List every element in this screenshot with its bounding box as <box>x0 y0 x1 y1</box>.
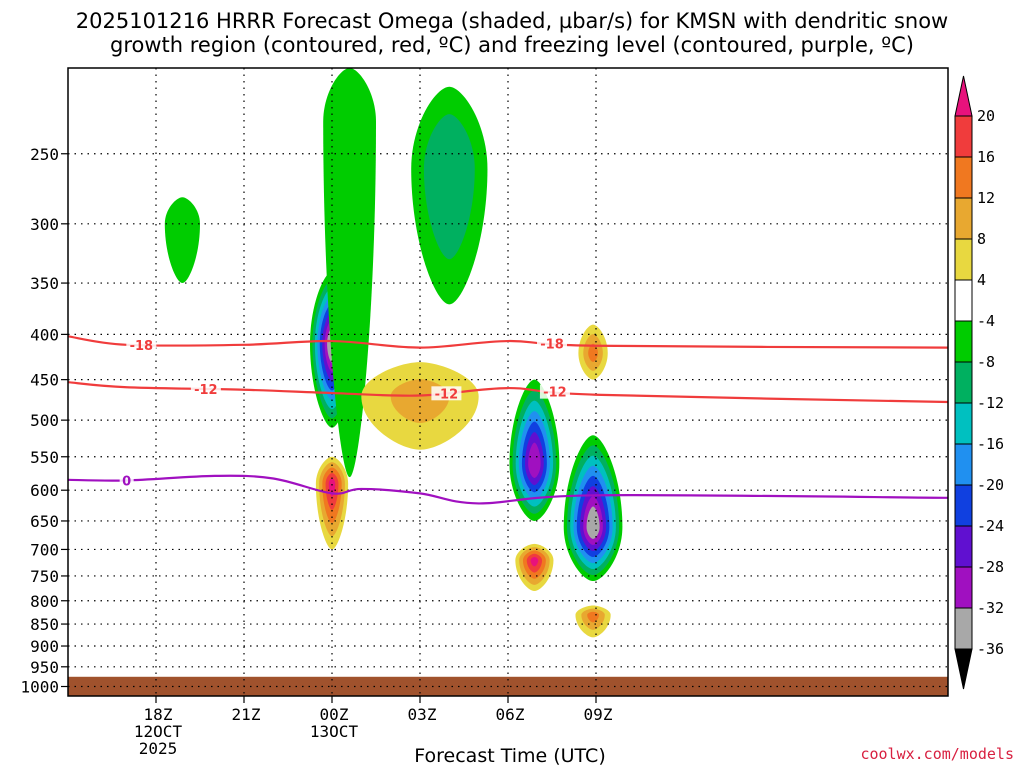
colorbar-label--36: -36 <box>977 640 1004 658</box>
colorbar-label--20: -20 <box>977 476 1004 494</box>
colorbar-label--28: -28 <box>977 558 1004 576</box>
colorbar-segment-12 <box>954 566 973 609</box>
colorbar-label--16: -16 <box>977 435 1004 453</box>
chart-title-line-2: growth region (contoured, red, ºC) and f… <box>110 33 914 57</box>
omega-region-1-level-1 <box>336 94 363 300</box>
colorbar-label--24: -24 <box>977 517 1004 535</box>
y-tick-label-450: 450 <box>30 371 59 390</box>
isotherm-label-dgz_bottom-0: -12 <box>194 383 218 398</box>
x-tick-label-00z: 00Z <box>320 705 349 724</box>
omega-region-7-level-4 <box>530 556 539 567</box>
credit-text: coolwx.com/models <box>860 745 1014 763</box>
y-tick-label-1000: 1000 <box>20 678 59 697</box>
isotherm-label-dgz_top-1: -18 <box>540 337 564 352</box>
colorbar-label-4: 4 <box>977 271 986 289</box>
y-tick-label-500: 500 <box>30 411 59 430</box>
colorbar-bottom-arrow <box>954 648 973 690</box>
isotherm-line-dgz_bottom <box>68 381 948 404</box>
x-tick-label-18z: 18Z <box>144 705 173 724</box>
isotherm-label-freezing_level-0: 0 <box>122 474 131 489</box>
x-tick-label-06z: 06Z <box>496 705 525 724</box>
colorbar-segment-1 <box>954 115 973 158</box>
isotherm-label-dgz_bottom-2: -12 <box>543 386 567 401</box>
x-tick-label-2025: 2025 <box>139 739 178 758</box>
y-tick-label-900: 900 <box>30 637 59 656</box>
colorbar-segment-3 <box>954 197 973 240</box>
colorbar-label-12: 12 <box>977 189 995 207</box>
isotherm-line-freezing_level <box>68 474 948 505</box>
temperature-contours: -18 -18 -12 -12 -12 0 <box>68 335 948 505</box>
colorbar-label--8: -8 <box>977 353 995 371</box>
colorbar-segment-13 <box>954 607 973 650</box>
y-tick-label-550: 550 <box>30 448 59 467</box>
omega-region-2-level-7 <box>531 453 538 471</box>
isotherm-label-bg-dgz_bottom-0 <box>190 381 221 396</box>
x-tick-label-13oct: 13OCT <box>310 722 359 741</box>
isotherm-label-bg-dgz_bottom-1 <box>431 386 462 401</box>
x-tick-label-21z: 21Z <box>232 705 261 724</box>
y-tick-label-850: 850 <box>30 615 59 634</box>
colorbar-segment-2 <box>954 156 973 199</box>
isotherm-label-bg-dgz_top-0 <box>126 337 157 352</box>
isotherm-label-dgz_top-0: -18 <box>130 339 154 354</box>
y-tick-label-950: 950 <box>30 658 59 677</box>
colorbar-segment-9 <box>954 443 973 486</box>
colorbar-segment-4 <box>954 238 973 281</box>
colorbar-segment-7 <box>954 361 973 404</box>
x-tick-label-03z: 03Z <box>408 705 437 724</box>
chart-title-line-1: 2025101216 HRRR Forecast Omega (shaded, … <box>76 9 948 33</box>
y-tick-label-250: 250 <box>30 145 59 164</box>
y-axis: 250 300 350 400 450 500 550 600 650 700 750 800 850 9… <box>20 145 68 697</box>
x-tick-label-12oct: 12OCT <box>134 722 183 741</box>
omega-shading <box>164 68 623 638</box>
isotherm-label-bg-dgz_bottom-2 <box>539 384 570 399</box>
y-tick-label-700: 700 <box>30 540 59 559</box>
colorbar-segment-11 <box>954 525 973 568</box>
omega-region-4-level-2 <box>436 141 463 215</box>
colorbar-label--12: -12 <box>977 394 1004 412</box>
x-axis-label: Forecast Time (UTC) <box>414 745 605 767</box>
y-tick-label-300: 300 <box>30 215 59 234</box>
omega-colorbar: 20 16 12 8 4 -4 -8 -12 -16 -20 -24 -28 -32 -36 <box>954 75 1004 690</box>
y-tick-label-400: 400 <box>30 325 59 344</box>
colorbar-segment-6 <box>954 320 973 363</box>
isotherm-label-bg-freezing_level-0 <box>119 473 134 488</box>
isotherm-label-dgz_bottom-1: -12 <box>435 387 459 402</box>
colorbar-segment-5 <box>954 279 973 322</box>
colorbar-top-arrow <box>954 75 973 117</box>
colorbar-label-20: 20 <box>977 107 995 125</box>
colorbar-label-16: 16 <box>977 148 995 166</box>
x-tick-label-09z: 09Z <box>584 705 613 724</box>
colorbar-label--4: -4 <box>977 312 995 330</box>
y-tick-label-600: 600 <box>30 481 59 500</box>
omega-region-5-level-1 <box>173 210 192 254</box>
grid-lines <box>68 68 948 696</box>
y-tick-label-800: 800 <box>30 592 59 611</box>
y-tick-label-350: 350 <box>30 274 59 293</box>
y-tick-label-750: 750 <box>30 567 59 586</box>
isotherm-label-bg-dgz_top-1 <box>537 336 567 351</box>
colorbar-segment-8 <box>954 402 973 445</box>
isotherm-line-dgz_top <box>68 335 948 349</box>
colorbar-label--32: -32 <box>977 599 1004 617</box>
colorbar-segment-10 <box>954 484 973 527</box>
y-tick-label-650: 650 <box>30 512 59 531</box>
colorbar-label-8: 8 <box>977 230 986 248</box>
